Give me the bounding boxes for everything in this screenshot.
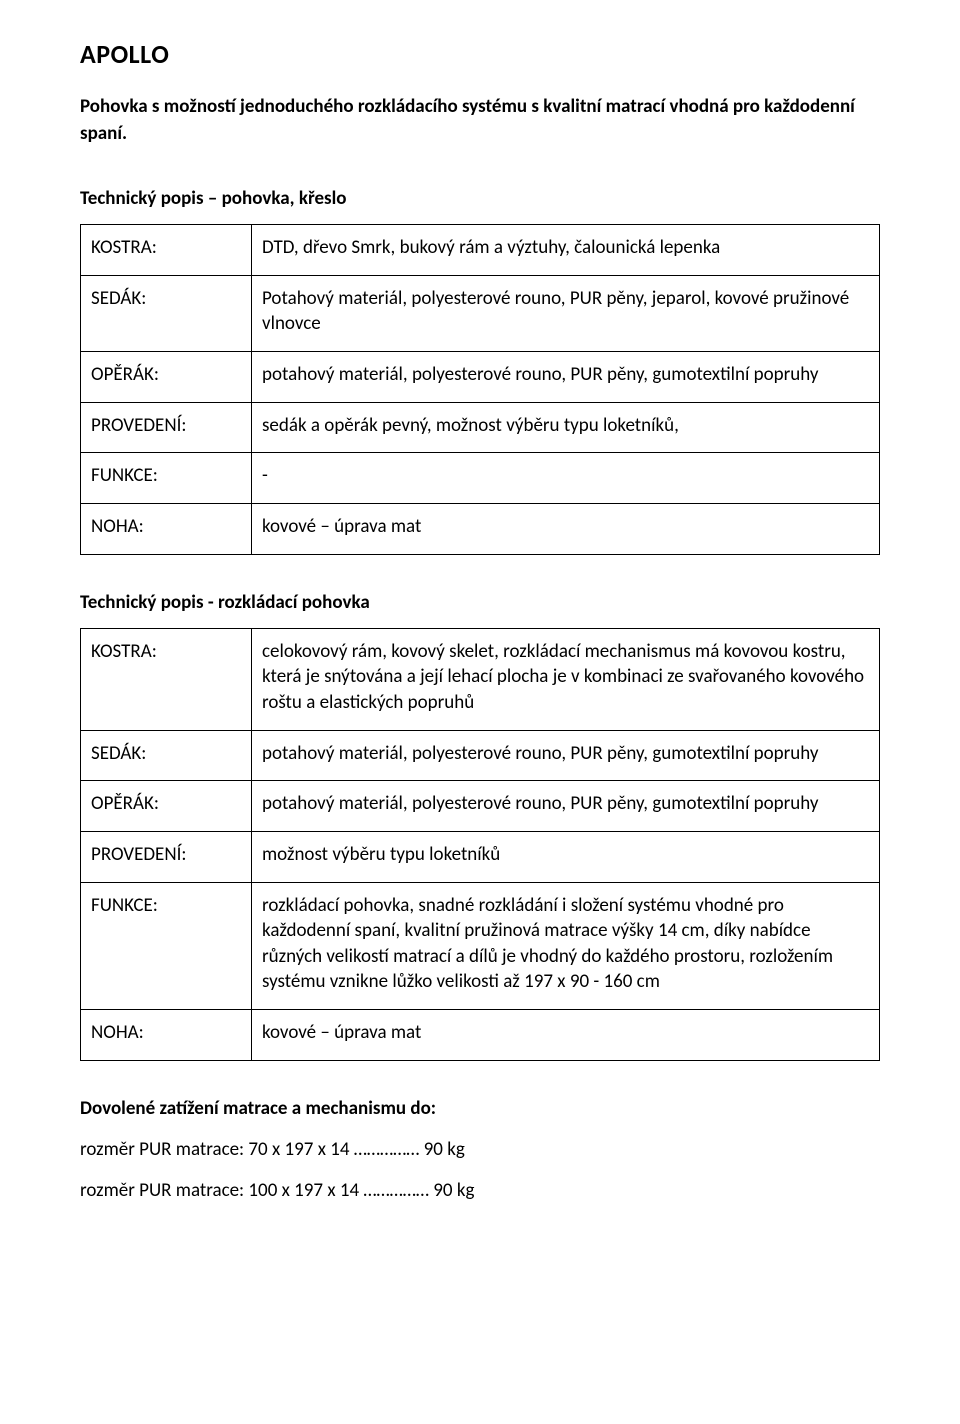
row-label: OPĚRÁK:	[81, 781, 252, 832]
row-value: potahový materiál, polyesterové rouno, P…	[252, 730, 880, 781]
row-label: SEDÁK:	[81, 275, 252, 351]
table-row: KOSTRA:DTD, dřevo Smrk, bukový rám a výz…	[81, 225, 880, 276]
table-row: SEDÁK:potahový materiál, polyesterové ro…	[81, 730, 880, 781]
table-row: NOHA:kovové – úprava mat	[81, 1010, 880, 1061]
row-value: celokovový rám, kovový skelet, rozkládac…	[252, 628, 880, 730]
spec-table-1: KOSTRA:DTD, dřevo Smrk, bukový rám a výz…	[80, 224, 880, 554]
section2-heading: Technický popis - rozkládací pohovka	[80, 591, 880, 614]
load-line: rozměr PUR matrace: 100 x 197 x 14 ………………	[80, 1179, 880, 1202]
row-value: Potahový materiál, polyesterové rouno, P…	[252, 275, 880, 351]
row-label: KOSTRA:	[81, 225, 252, 276]
table-row: KOSTRA:celokovový rám, kovový skelet, ro…	[81, 628, 880, 730]
row-value: potahový materiál, polyesterové rouno, P…	[252, 781, 880, 832]
table-row: FUNKCE:rozkládací pohovka, snadné rozklá…	[81, 882, 880, 1010]
row-label: KOSTRA:	[81, 628, 252, 730]
row-label: NOHA:	[81, 1010, 252, 1061]
product-title: APOLLO	[80, 38, 880, 70]
row-value: sedák a opěrák pevný, možnost výběru typ…	[252, 402, 880, 453]
table-row: OPĚRÁK:potahový materiál, polyesterové r…	[81, 352, 880, 403]
load-line: rozměr PUR matrace: 70 x 197 x 14 …………… …	[80, 1138, 880, 1161]
intro-text: Pohovka s možností jednoduchého rozkláda…	[80, 94, 880, 147]
table-row: NOHA:kovové – úprava mat	[81, 504, 880, 555]
section1-heading: Technický popis – pohovka, křeslo	[80, 187, 880, 210]
table-row: OPĚRÁK:potahový materiál, polyesterové r…	[81, 781, 880, 832]
row-label: FUNKCE:	[81, 882, 252, 1010]
row-value: DTD, dřevo Smrk, bukový rám a výztuhy, č…	[252, 225, 880, 276]
table-row: PROVEDENÍ:možnost výběru typu loketníků	[81, 831, 880, 882]
row-label: PROVEDENÍ:	[81, 831, 252, 882]
row-label: FUNKCE:	[81, 453, 252, 504]
load-heading: Dovolené zatížení matrace a mechanismu d…	[80, 1097, 880, 1120]
row-value: potahový materiál, polyesterové rouno, P…	[252, 352, 880, 403]
row-label: SEDÁK:	[81, 730, 252, 781]
row-value: -	[252, 453, 880, 504]
row-value: možnost výběru typu loketníků	[252, 831, 880, 882]
row-label: PROVEDENÍ:	[81, 402, 252, 453]
row-label: NOHA:	[81, 504, 252, 555]
table-row: PROVEDENÍ:sedák a opěrák pevný, možnost …	[81, 402, 880, 453]
row-label: OPĚRÁK:	[81, 352, 252, 403]
page: APOLLO Pohovka s možností jednoduchého r…	[0, 0, 960, 1424]
row-value: kovové – úprava mat	[252, 1010, 880, 1061]
spec-table-2: KOSTRA:celokovový rám, kovový skelet, ro…	[80, 628, 880, 1061]
table-row: FUNKCE:-	[81, 453, 880, 504]
row-value: kovové – úprava mat	[252, 504, 880, 555]
row-value: rozkládací pohovka, snadné rozkládání i …	[252, 882, 880, 1010]
table-row: SEDÁK:Potahový materiál, polyesterové ro…	[81, 275, 880, 351]
